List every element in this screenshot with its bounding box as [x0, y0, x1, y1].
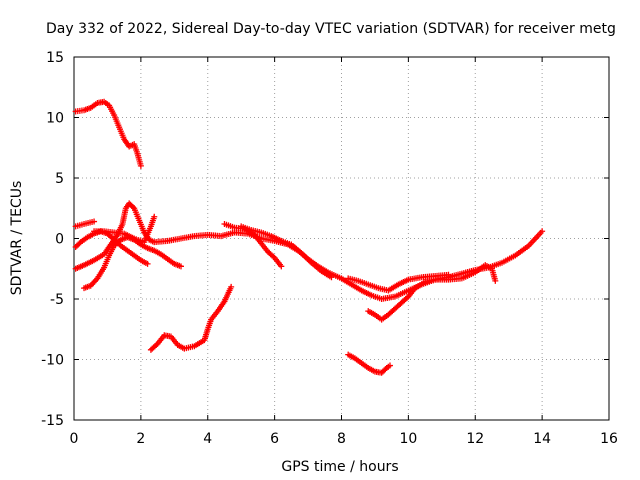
chart-title: Day 332 of 2022, Sidereal Day-to-day VTE…: [46, 21, 616, 37]
y-tick-label: -15: [41, 413, 64, 429]
y-tick-label: 15: [46, 50, 64, 66]
x-tick-label: 8: [337, 431, 346, 447]
y-tick-label: 10: [46, 111, 64, 127]
data-point: [151, 213, 158, 220]
series-track-11: [345, 351, 393, 376]
y-tick-label: -5: [50, 292, 64, 308]
data-point: [386, 362, 393, 369]
x-tick-label: 0: [70, 431, 79, 447]
data-point: [404, 294, 411, 301]
series-track-5: [81, 234, 184, 292]
axis-ticks: 0 2 4 6 8 10 12 14 16 15 10 5 0 -5 -10 -15: [41, 50, 618, 447]
x-tick-label: 4: [203, 431, 212, 447]
data-point: [328, 274, 335, 281]
data-point: [539, 228, 546, 235]
series-track-10: [365, 262, 499, 323]
data-point: [492, 277, 499, 284]
data-point: [91, 218, 98, 225]
data-point: [178, 263, 184, 270]
series-track-12: [345, 271, 452, 294]
series-track-3: [72, 228, 151, 267]
data-point: [153, 341, 160, 348]
y-tick-label: -10: [41, 353, 64, 369]
series-track-4: [72, 218, 98, 230]
series-track-6: [91, 213, 158, 246]
data-point: [445, 271, 452, 278]
data-point: [129, 204, 136, 211]
series-track-9: [238, 223, 335, 281]
x-tick-label: 16: [600, 431, 618, 447]
x-tick-label: 14: [533, 431, 551, 447]
y-tick-label: 5: [55, 171, 64, 187]
x-tick-label: 10: [399, 431, 417, 447]
y-axis-title: SDTVAR / TECUs: [9, 181, 25, 296]
series-track-1: [72, 98, 144, 169]
data-point: [270, 253, 277, 260]
x-tick-label: 12: [466, 431, 484, 447]
data-point: [144, 260, 151, 267]
data-point: [116, 237, 123, 244]
x-tick-label: 6: [270, 431, 279, 447]
x-tick-label: 2: [136, 431, 145, 447]
data-point: [278, 263, 285, 270]
data-point: [228, 283, 235, 290]
grid-lines: [74, 57, 609, 420]
x-axis-title: GPS time / hours: [281, 459, 398, 475]
y-tick-label: 0: [55, 232, 64, 248]
data-markers: [72, 98, 546, 376]
series-track-7: [147, 283, 235, 353]
data-point: [137, 162, 144, 169]
series-track-2: [72, 200, 546, 302]
